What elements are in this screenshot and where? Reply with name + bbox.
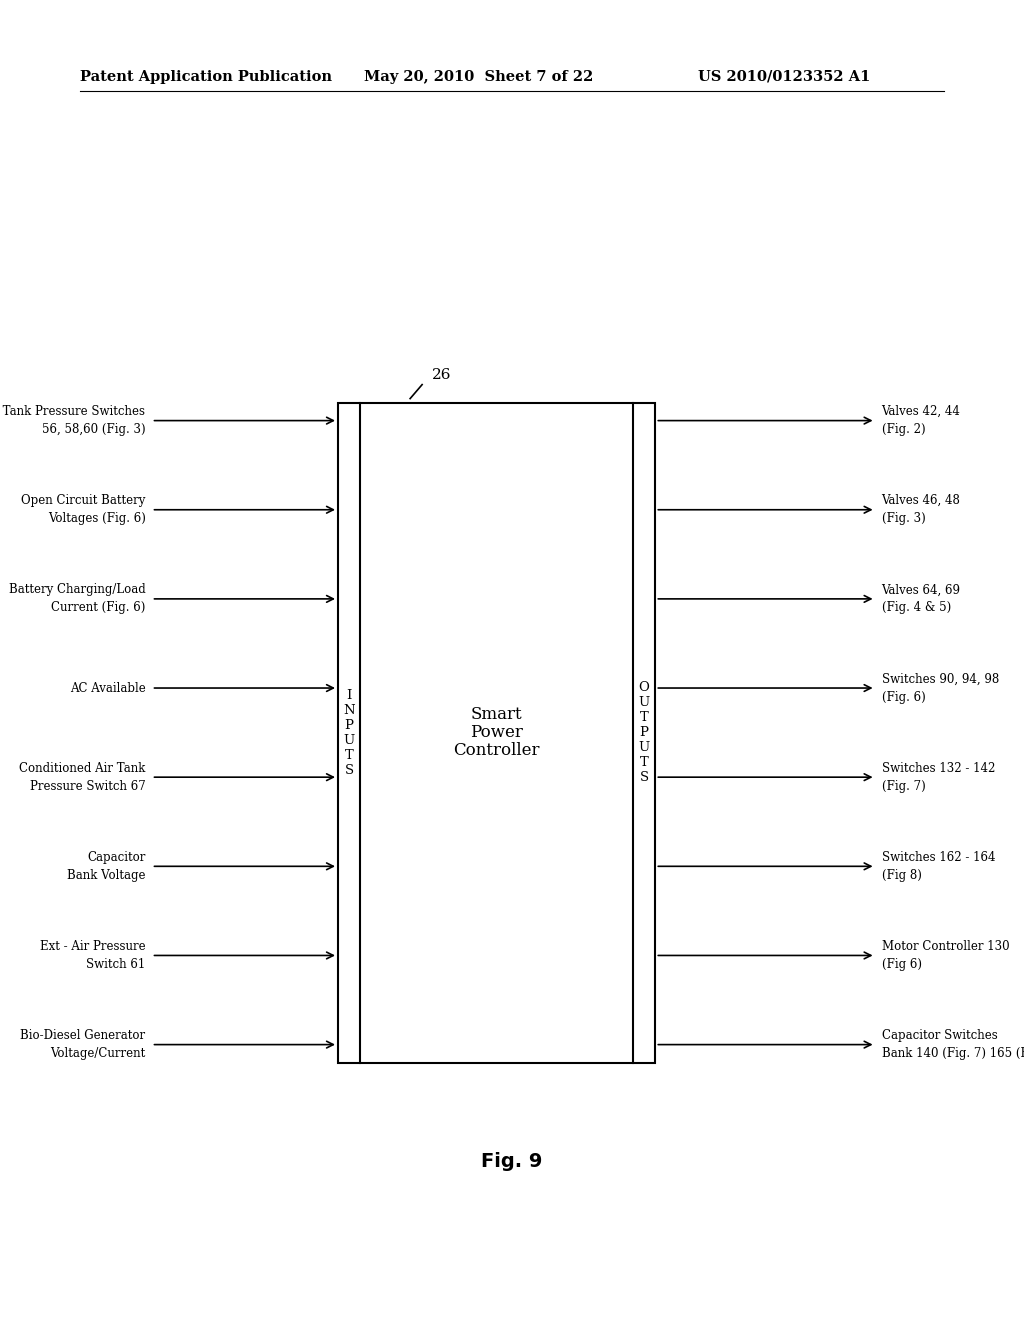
- Text: May 20, 2010  Sheet 7 of 22: May 20, 2010 Sheet 7 of 22: [364, 70, 593, 83]
- Text: 26: 26: [432, 367, 452, 381]
- Text: Open Circuit Battery: Open Circuit Battery: [22, 494, 145, 507]
- Text: Ext - Air Pressure: Ext - Air Pressure: [40, 940, 145, 953]
- Text: Bio-Diesel Generator: Bio-Diesel Generator: [20, 1030, 145, 1041]
- Text: S: S: [640, 771, 648, 784]
- Text: Bank Voltage: Bank Voltage: [67, 869, 145, 882]
- Text: Bank 140 (Fig. 7) 165 (Fig. 8): Bank 140 (Fig. 7) 165 (Fig. 8): [882, 1047, 1024, 1060]
- Text: U: U: [639, 696, 649, 709]
- Text: Valves 64, 69: Valves 64, 69: [882, 583, 961, 597]
- Text: N: N: [343, 704, 355, 717]
- Text: Patent Application Publication: Patent Application Publication: [80, 70, 332, 83]
- Text: Pressure Switch 67: Pressure Switch 67: [30, 780, 145, 793]
- Text: I: I: [346, 689, 352, 702]
- Text: Valves 42, 44: Valves 42, 44: [882, 405, 961, 418]
- Text: Motor Controller 130: Motor Controller 130: [882, 940, 1009, 953]
- Text: U: U: [639, 741, 649, 754]
- Text: Switch 61: Switch 61: [86, 958, 145, 972]
- Text: Air Tank Pressure Switches: Air Tank Pressure Switches: [0, 405, 145, 418]
- Text: Power: Power: [470, 725, 523, 741]
- Text: (Fig. 7): (Fig. 7): [882, 780, 926, 793]
- Text: T: T: [345, 748, 353, 762]
- Text: (Fig. 2): (Fig. 2): [882, 424, 925, 436]
- Text: Smart: Smart: [471, 706, 522, 723]
- Text: Switches 132 - 142: Switches 132 - 142: [882, 762, 995, 775]
- Text: Switches 90, 94, 98: Switches 90, 94, 98: [882, 672, 998, 685]
- Text: Voltages (Fig. 6): Voltages (Fig. 6): [48, 512, 145, 525]
- Text: Capacitor: Capacitor: [87, 851, 145, 863]
- Text: T: T: [640, 711, 648, 725]
- Text: Current (Fig. 6): Current (Fig. 6): [51, 602, 145, 614]
- Text: AC Available: AC Available: [70, 681, 145, 694]
- Text: Conditioned Air Tank: Conditioned Air Tank: [19, 762, 145, 775]
- Text: Capacitor Switches: Capacitor Switches: [882, 1030, 997, 1041]
- Bar: [338, 403, 655, 1063]
- Text: T: T: [640, 756, 648, 770]
- Text: 56, 58,60 (Fig. 3): 56, 58,60 (Fig. 3): [42, 424, 145, 436]
- Text: O: O: [639, 681, 649, 694]
- Text: US 2010/0123352 A1: US 2010/0123352 A1: [698, 70, 870, 83]
- Text: Fig. 9: Fig. 9: [481, 1152, 543, 1171]
- Text: S: S: [345, 763, 353, 776]
- Text: Controller: Controller: [454, 742, 540, 759]
- Text: (Fig 6): (Fig 6): [882, 958, 922, 972]
- Text: (Fig. 6): (Fig. 6): [882, 690, 926, 704]
- Text: (Fig 8): (Fig 8): [882, 869, 922, 882]
- Text: P: P: [640, 726, 648, 739]
- Text: Battery Charging/Load: Battery Charging/Load: [9, 583, 145, 597]
- Text: (Fig. 4 & 5): (Fig. 4 & 5): [882, 602, 950, 614]
- Text: P: P: [345, 718, 353, 731]
- Text: U: U: [344, 734, 354, 747]
- Text: Valves 46, 48: Valves 46, 48: [882, 494, 961, 507]
- Text: (Fig. 3): (Fig. 3): [882, 512, 926, 525]
- Text: Voltage/Current: Voltage/Current: [50, 1047, 145, 1060]
- Text: Switches 162 - 164: Switches 162 - 164: [882, 851, 995, 863]
